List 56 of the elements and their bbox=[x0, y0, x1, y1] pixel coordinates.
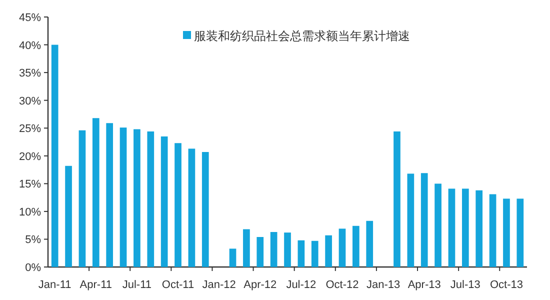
x-tick-label: Jul-12 bbox=[286, 279, 316, 291]
bar bbox=[298, 240, 305, 267]
bar bbox=[106, 123, 114, 267]
x-tick-label: Jul-13 bbox=[450, 279, 480, 291]
x-tick-label: Jul-11 bbox=[122, 279, 152, 291]
bar bbox=[174, 143, 182, 267]
x-tick-label: Jan-11 bbox=[38, 279, 72, 291]
bar bbox=[229, 248, 236, 267]
bar bbox=[311, 240, 318, 267]
y-tick-label: 20% bbox=[18, 150, 42, 163]
x-tick-label: Oct-11 bbox=[162, 279, 194, 291]
bar bbox=[366, 220, 374, 267]
bar bbox=[65, 166, 72, 267]
bar bbox=[338, 228, 346, 267]
y-tick-label: 5% bbox=[25, 234, 42, 246]
legend-label: 服装和纺织品社会总需求额当年累计增速 bbox=[194, 29, 410, 43]
bar bbox=[489, 194, 496, 267]
bar bbox=[120, 128, 127, 267]
x-tick-label: Oct-12 bbox=[326, 279, 359, 291]
bar bbox=[256, 237, 264, 267]
x-tick-label: Jan-13 bbox=[366, 279, 400, 291]
y-tick-label: 25% bbox=[18, 123, 42, 136]
y-tick-label: 10% bbox=[18, 206, 42, 218]
bar bbox=[51, 44, 58, 267]
bar bbox=[270, 232, 278, 267]
bar bbox=[352, 226, 360, 267]
bar bbox=[92, 118, 100, 267]
bar bbox=[462, 188, 469, 267]
bar bbox=[78, 130, 86, 267]
x-tick-label: Apr-11 bbox=[80, 279, 112, 291]
x-tick-label: Jan-12 bbox=[202, 279, 236, 291]
bar bbox=[243, 229, 250, 267]
bar bbox=[325, 235, 332, 267]
bar bbox=[434, 184, 442, 267]
bar bbox=[284, 232, 291, 267]
bar bbox=[394, 131, 400, 267]
x-tick-label: Oct-13 bbox=[490, 279, 523, 291]
bar bbox=[476, 190, 483, 267]
bar bbox=[420, 173, 428, 267]
x-tick-label: Apr-12 bbox=[244, 279, 277, 291]
bar bbox=[160, 136, 168, 267]
bar bbox=[202, 152, 209, 267]
y-tick-label: 35% bbox=[18, 68, 42, 80]
bar bbox=[134, 129, 140, 267]
bar bbox=[448, 188, 456, 267]
bar bbox=[188, 148, 196, 267]
y-tick-label: 30% bbox=[18, 95, 42, 108]
bar bbox=[516, 198, 524, 267]
y-tick-label: 40% bbox=[18, 40, 42, 52]
x-tick-label: Apr-13 bbox=[408, 279, 441, 291]
y-tick-label: 45% bbox=[18, 12, 42, 24]
bar bbox=[407, 174, 414, 267]
bar bbox=[147, 131, 154, 267]
bar bbox=[503, 198, 510, 267]
y-tick-label: 15% bbox=[18, 178, 42, 191]
y-tick-label: 0% bbox=[25, 262, 42, 274]
